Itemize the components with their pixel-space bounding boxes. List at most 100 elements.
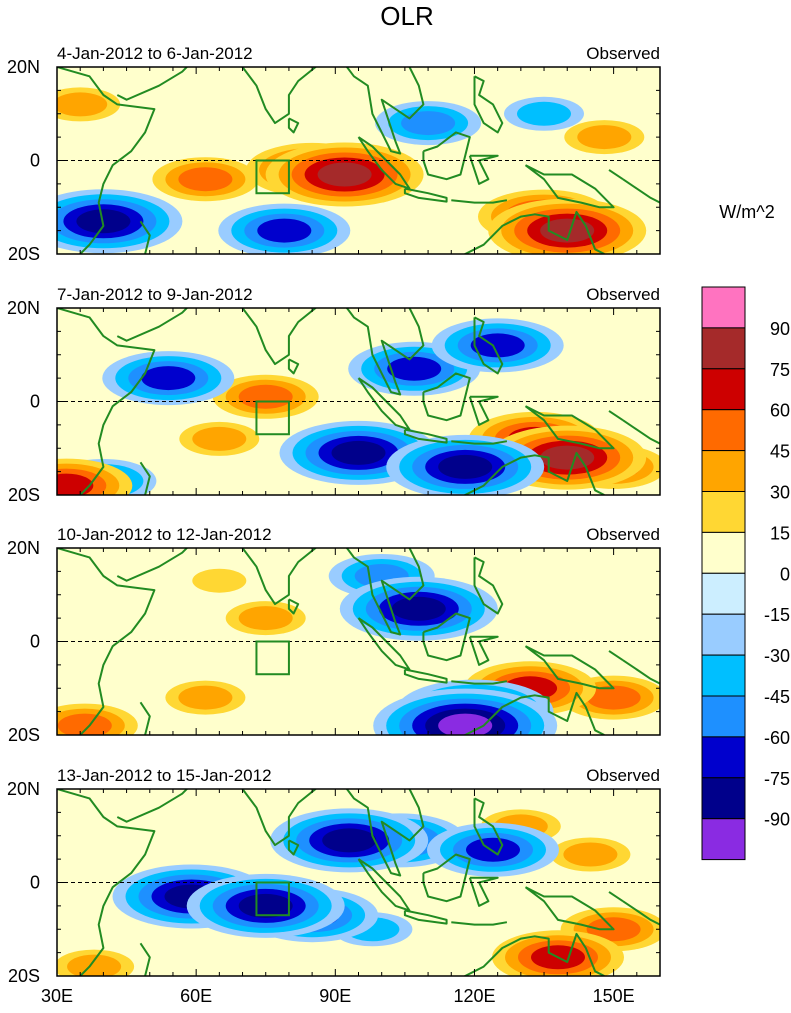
panel-2: 20N 0 20S 7-Jan-2012 to 9-Jan-2012 Observed — [7, 285, 661, 505]
coastline — [116, 308, 189, 342]
panel-3: 20N 0 20S 10-Jan-2012 to 12-Jan-2012 Observe… — [7, 525, 661, 745]
y-tick-label: 0 — [30, 151, 40, 171]
coastline — [116, 789, 189, 823]
anomaly-contour — [67, 954, 122, 976]
panel-period: 13-Jan-2012 to 15-Jan-2012 — [57, 766, 272, 785]
anomaly-contour — [466, 837, 520, 862]
coastline — [473, 797, 504, 856]
colorbar-box — [701, 327, 746, 370]
coastline — [403, 187, 448, 203]
coastline — [473, 556, 504, 615]
coastline — [608, 891, 624, 903]
colorbar-box — [701, 531, 746, 574]
coastline — [287, 839, 300, 856]
anomaly-contour — [57, 92, 108, 117]
coastline — [473, 316, 504, 375]
coastline — [241, 308, 318, 366]
anomaly-contour — [57, 713, 112, 735]
anomaly-contour — [192, 568, 247, 593]
anomaly-contour — [192, 426, 247, 451]
panel-label: Observed — [586, 766, 660, 785]
units-label: W/m^2 — [719, 202, 774, 222]
coastline — [451, 440, 508, 445]
panel-1: 20N 0 20S 4-Jan-2012 to 6-Jan-2012 Observed — [7, 44, 661, 264]
coastline — [468, 395, 499, 426]
anomaly-contour — [238, 893, 293, 918]
anomaly-contour — [238, 606, 293, 631]
anomaly-contour — [438, 454, 493, 479]
coastline — [422, 612, 471, 662]
y-tick-label: 20S — [8, 725, 40, 745]
coastline — [622, 900, 660, 926]
coastline — [473, 75, 504, 134]
x-tick-label: 120E — [453, 986, 495, 1006]
coastline — [468, 876, 499, 907]
coastline — [451, 680, 508, 685]
coastline — [287, 598, 300, 615]
colorbar-box — [701, 818, 746, 861]
coastline — [524, 164, 615, 209]
y-tick-label: 20S — [8, 966, 40, 986]
coastline — [139, 461, 151, 495]
colorbar-box — [701, 613, 746, 656]
panel-period: 4-Jan-2012 to 6-Jan-2012 — [57, 44, 253, 63]
coastline — [462, 691, 605, 735]
anomaly-contour — [141, 366, 196, 391]
coastline — [241, 789, 318, 847]
index-box — [255, 159, 290, 195]
y-tick-label: 20N — [7, 57, 40, 77]
anomaly-field — [57, 87, 647, 254]
colorbar-box — [701, 572, 746, 615]
anomaly-contour — [317, 162, 372, 187]
anomaly-contour — [178, 685, 233, 710]
anomaly-contour — [586, 685, 641, 710]
coastline — [468, 635, 499, 666]
coastline — [345, 308, 425, 396]
colorbar-level: -30 — [764, 646, 790, 666]
anomaly-contour — [563, 842, 618, 867]
coastline — [57, 789, 156, 976]
colorbar-level: -90 — [764, 810, 790, 830]
colorbar-level: 60 — [770, 401, 790, 421]
anomaly-contour — [517, 101, 571, 126]
coastline — [139, 220, 151, 254]
coastline — [608, 169, 624, 181]
coastline — [403, 668, 448, 684]
y-tick-label: 20S — [8, 244, 40, 264]
anomaly-contour — [178, 167, 233, 192]
coastline — [116, 67, 189, 101]
colorbar-level: 90 — [770, 319, 790, 339]
anomaly-contour — [391, 596, 446, 621]
coastline — [57, 308, 156, 495]
coastline — [524, 405, 615, 450]
anomaly-contour — [238, 384, 293, 409]
colorbar-box — [701, 777, 746, 820]
chart-title: OLR — [380, 1, 433, 31]
coastline — [524, 645, 615, 690]
anomaly-contour — [387, 356, 442, 381]
coastline — [608, 410, 624, 422]
coastline — [422, 853, 471, 903]
y-tick-label: 20S — [8, 485, 40, 505]
colorbar-box — [701, 409, 746, 452]
anomaly-contour — [438, 713, 493, 735]
panel-label: Observed — [586, 525, 660, 544]
coastline — [462, 932, 605, 976]
colorbar-box — [701, 491, 746, 533]
coastline — [462, 451, 605, 495]
y-tick-label: 0 — [30, 392, 40, 412]
panel-4: 20N 0 20S 13-Jan-2012 to 15-Jan-2012 Observe… — [7, 766, 661, 986]
y-tick-label: 20N — [7, 779, 40, 799]
anomaly-contour — [401, 111, 456, 136]
coastline — [57, 67, 156, 254]
coastline — [422, 131, 471, 181]
x-tick-label: 150E — [593, 986, 635, 1006]
colorbar-labels: 90 75 60 45 30 15 0 -15 -30 -45 -60 -75 -90 — [764, 319, 790, 830]
colorbar-box — [701, 368, 746, 411]
y-tick-label: 0 — [30, 873, 40, 893]
colorbar-level: 45 — [770, 442, 790, 462]
colorbar-level: -15 — [764, 605, 790, 625]
colorbar-box — [701, 695, 746, 738]
